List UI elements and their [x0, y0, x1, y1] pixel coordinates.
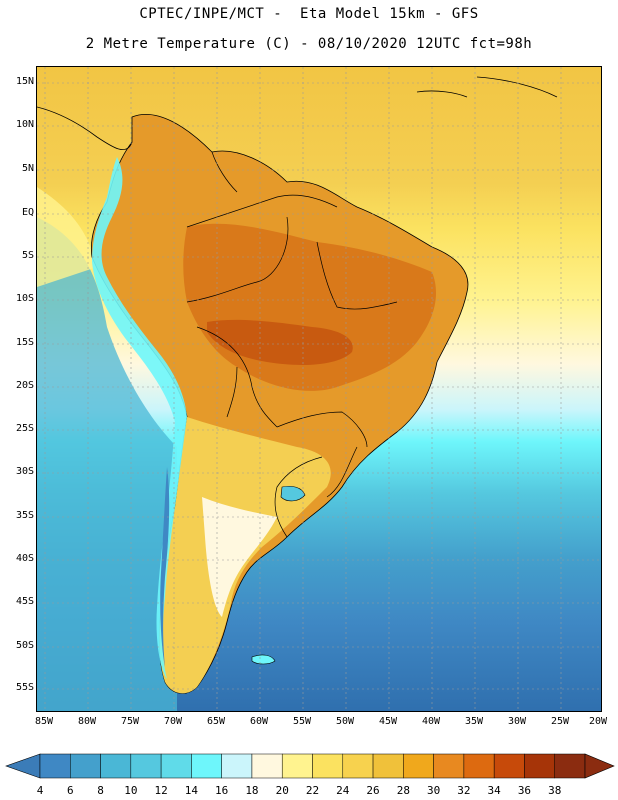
lon-label-35w: 35W — [464, 716, 484, 727]
andes-peaks — [160, 467, 170, 667]
colorbar-label: 24 — [336, 784, 350, 797]
colorbar-box — [463, 753, 495, 779]
lat-label-10s: 10S — [15, 293, 34, 304]
lat-label-15s: 15S — [15, 337, 34, 348]
colorbar-label: 6 — [66, 784, 74, 797]
lat-label-45s: 45S — [15, 596, 34, 607]
lon-label-20w: 20W — [588, 716, 608, 727]
colorbar-box — [221, 753, 253, 779]
country-borders — [186, 151, 398, 538]
lon-label-25w: 25W — [550, 716, 570, 727]
colorbar-boxes — [39, 753, 586, 779]
lat-lon-grid — [37, 67, 601, 711]
lat-label-eq: EQ — [21, 207, 34, 218]
colorbar-label: 18 — [245, 784, 259, 797]
map-title: CPTEC/INPE/MCT - Eta Model 15km - GFS — [139, 6, 479, 22]
colorbar-label: 10 — [124, 784, 138, 797]
colorbar-box — [342, 753, 374, 779]
lon-label-70w: 70W — [163, 716, 183, 727]
colorbar-label: 20 — [275, 784, 289, 797]
colorbar-box — [191, 753, 222, 779]
colorbar-box — [39, 753, 71, 779]
lat-label-20s: 20S — [15, 380, 34, 391]
colorbar-box — [100, 753, 132, 779]
colorbar-label: 32 — [457, 784, 471, 797]
colorbar-label: 34 — [487, 784, 501, 797]
caribbean-islands — [416, 76, 558, 98]
lon-label-50w: 50W — [335, 716, 355, 727]
lat-label-25s: 25S — [15, 423, 34, 434]
lon-label-65w: 65W — [206, 716, 226, 727]
rio-de-la-plata — [280, 485, 306, 502]
colorbar-label: 14 — [184, 784, 198, 797]
central-america — [37, 106, 133, 151]
lon-label-60w: 60W — [249, 716, 269, 727]
lat-label-5s: 5S — [21, 250, 34, 261]
colorbar-box — [554, 753, 586, 779]
colorbar-high-arrow — [584, 753, 615, 779]
colorbar-label: 12 — [154, 784, 168, 797]
map-subtitle: 2 Metre Temperature (C) - 08/10/2020 12U… — [85, 36, 533, 52]
lon-label-55w: 55W — [292, 716, 312, 727]
colorbar-label: 4 — [36, 784, 44, 797]
falkland-islands — [251, 654, 276, 665]
colorbar-box — [524, 753, 555, 779]
colorbar-label: 16 — [215, 784, 229, 797]
lon-label-30w: 30W — [507, 716, 527, 727]
colorbar-label: 8 — [97, 784, 104, 797]
hottest-core — [207, 319, 353, 365]
colorbar-box — [281, 753, 313, 779]
lon-label-45w: 45W — [378, 716, 398, 727]
lat-label-55s: 55S — [15, 682, 34, 693]
colorbar-low-arrow — [5, 753, 41, 779]
colorbar-label: 30 — [426, 784, 441, 797]
colorbar-box — [160, 753, 192, 779]
colorbar-box — [372, 753, 404, 779]
colorbar-box — [403, 753, 434, 779]
pacific-warm-band — [37, 187, 97, 287]
temperature-map — [36, 66, 602, 712]
lat-label-50s: 50S — [15, 640, 34, 651]
colorbar-label: 26 — [366, 784, 380, 797]
pacific-cool-field — [37, 217, 177, 711]
lat-label-5n: 5N — [21, 163, 34, 174]
lon-label-80w: 80W — [77, 716, 97, 727]
pampas-cool-zone — [202, 497, 277, 617]
lat-label-30s: 30S — [15, 466, 34, 477]
lat-label-15n: 15N — [15, 76, 34, 87]
lat-label-35s: 35S — [15, 510, 34, 521]
colorbar-box — [70, 753, 101, 779]
colorbar-label: 36 — [517, 784, 532, 797]
lon-label-75w: 75W — [120, 716, 140, 727]
colorbar-box — [251, 753, 283, 779]
temperature-colorbar — [5, 753, 615, 779]
lat-label-40s: 40S — [15, 553, 34, 564]
colorbar-box — [130, 753, 162, 779]
colorbar-box — [493, 753, 525, 779]
lat-label-10n: 10N — [15, 119, 34, 130]
colorbar-label: 22 — [305, 784, 320, 797]
colorbar-label: 38 — [548, 784, 562, 797]
lon-label-40w: 40W — [421, 716, 441, 727]
colorbar-box — [433, 753, 465, 779]
colorbar-label: 28 — [396, 784, 410, 797]
colorbar-box — [312, 753, 344, 779]
lon-label-85w: 85W — [34, 716, 54, 727]
